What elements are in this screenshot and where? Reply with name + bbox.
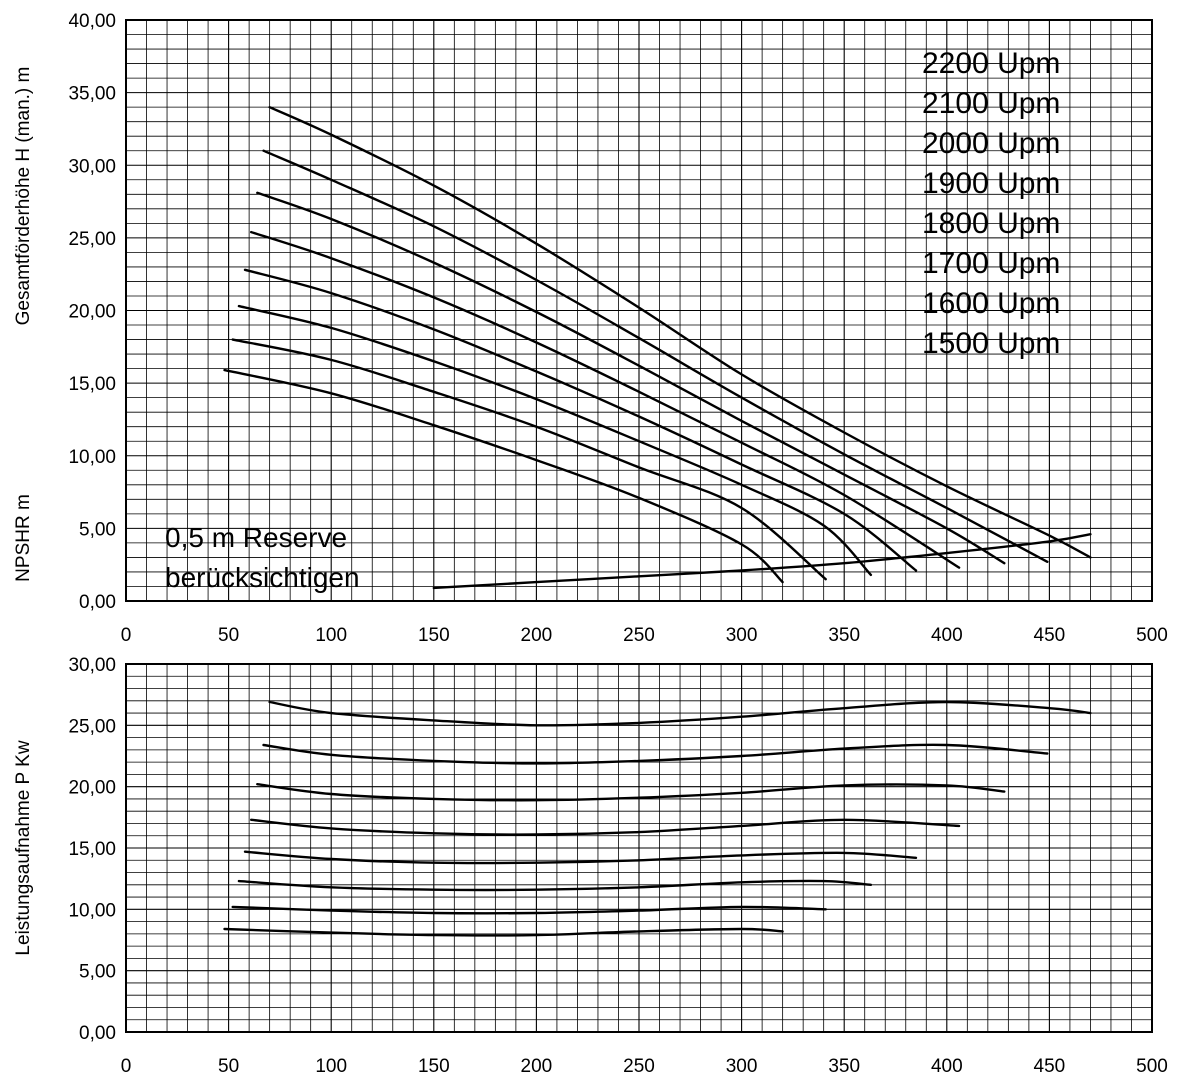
y-tick-label: 5,00 [79, 519, 116, 540]
legend-1800: 1800 Upm [922, 207, 1060, 240]
legend-1900: 1900 Upm [922, 167, 1060, 200]
series-line-1500-upm [223, 368, 784, 584]
legend-2000: 2000 Upm [922, 127, 1060, 160]
head-axis-title: Gesamtförderhöhe H (man.) m [13, 67, 34, 326]
y-tick-label: 10,00 [68, 447, 116, 468]
npshr-axis-title: NPSHR m [13, 494, 34, 582]
power-chart-grid [125, 663, 1153, 1033]
series-line-1600-upm [231, 905, 827, 915]
y-tick-label: 35,00 [68, 84, 116, 105]
head-chart-plot-area [125, 19, 1153, 602]
x-tick-label: 450 [1034, 625, 1066, 646]
y-tick-label: 15,00 [68, 374, 116, 395]
reserve-note-line-1: 0,5 m Reserve [165, 522, 347, 553]
series-line-2100-upm [262, 149, 1049, 563]
series-line-1800-upm [243, 850, 918, 865]
x-tick-label: 50 [218, 1056, 239, 1077]
x-tick-label: 350 [828, 625, 860, 646]
power-chart: 0 50 100 150 200 250 300 350 400 450 500 0,00 5,00 10… [13, 655, 1168, 1077]
x-tick-label: 400 [931, 1056, 963, 1077]
series-line-2000-upm [256, 191, 1006, 565]
legend-2100: 2100 Upm [922, 87, 1060, 120]
x-tick-label: 0 [121, 625, 132, 646]
legend-1500: 1500 Upm [922, 327, 1060, 360]
x-tick-label: 200 [521, 625, 553, 646]
reserve-note-line-2: berücksichtigen [165, 562, 360, 593]
head-chart-ticks: 0 50 100 150 200 250 300 350 400 450 500 0,00 5,00 10… [68, 11, 1167, 646]
power-chart-curves [223, 700, 1092, 937]
y-tick-label: 40,00 [68, 11, 116, 32]
y-tick-label: 5,00 [79, 962, 116, 983]
head-npshr-chart: 0 50 100 150 200 250 300 350 400 450 500 0,00 5,00 10… [13, 11, 1168, 646]
head-chart-curves [223, 106, 1092, 590]
x-tick-label: 450 [1034, 1056, 1066, 1077]
x-tick-label: 250 [623, 625, 655, 646]
series-line-1700-upm [237, 304, 873, 577]
x-tick-label: 500 [1136, 625, 1168, 646]
x-tick-label: 250 [623, 1056, 655, 1077]
y-tick-label: 15,00 [68, 839, 116, 860]
power-chart-plot-area [125, 663, 1153, 1033]
series-line-1900-upm [250, 818, 961, 836]
series-line-2000-upm [256, 783, 1006, 802]
series-line-1600-upm [231, 338, 827, 581]
x-tick-label: 350 [828, 1056, 860, 1077]
series-line-2200-upm [268, 106, 1092, 559]
series-line-1900-upm [250, 230, 961, 569]
legend-1600: 1600 Upm [922, 287, 1060, 320]
reserve-note: 0,5 m Reserve berücksichtigen [165, 522, 360, 593]
y-tick-label: 30,00 [68, 156, 116, 177]
x-tick-label: 100 [315, 625, 347, 646]
x-tick-label: 150 [418, 625, 450, 646]
y-tick-label: 30,00 [68, 655, 116, 676]
x-tick-label: 400 [931, 625, 963, 646]
series-line-npshr [432, 533, 1092, 590]
x-tick-label: 50 [218, 625, 239, 646]
legend-2200: 2200 Upm [922, 47, 1060, 80]
power-chart-ticks: 0 50 100 150 200 250 300 350 400 450 500 0,00 5,00 10… [68, 655, 1167, 1077]
y-tick-label: 0,00 [79, 1023, 116, 1044]
series-line-2100-upm [262, 743, 1049, 765]
y-tick-label: 20,00 [68, 302, 116, 323]
series-line-1800-upm [243, 268, 918, 572]
x-tick-label: 150 [418, 1056, 450, 1077]
series-line-2200-upm [268, 700, 1092, 727]
y-tick-label: 0,00 [79, 592, 116, 613]
power-axis-title: Leistungsaufnahme P Kw [13, 740, 34, 955]
x-tick-label: 100 [315, 1056, 347, 1077]
y-tick-label: 10,00 [68, 900, 116, 921]
x-tick-label: 0 [121, 1056, 132, 1077]
x-tick-label: 300 [726, 1056, 758, 1077]
x-tick-label: 300 [726, 625, 758, 646]
y-tick-label: 25,00 [68, 716, 116, 737]
y-tick-label: 25,00 [68, 229, 116, 250]
speed-legend: 2200 Upm 2100 Upm 2000 Upm 1900 Upm 1800… [922, 47, 1060, 360]
legend-1700: 1700 Upm [922, 247, 1060, 280]
series-line-1500-upm [223, 927, 784, 937]
head-chart-grid [125, 19, 1153, 602]
x-tick-label: 500 [1136, 1056, 1168, 1077]
x-tick-label: 200 [521, 1056, 553, 1077]
y-tick-label: 20,00 [68, 778, 116, 799]
series-line-1700-upm [237, 879, 873, 892]
